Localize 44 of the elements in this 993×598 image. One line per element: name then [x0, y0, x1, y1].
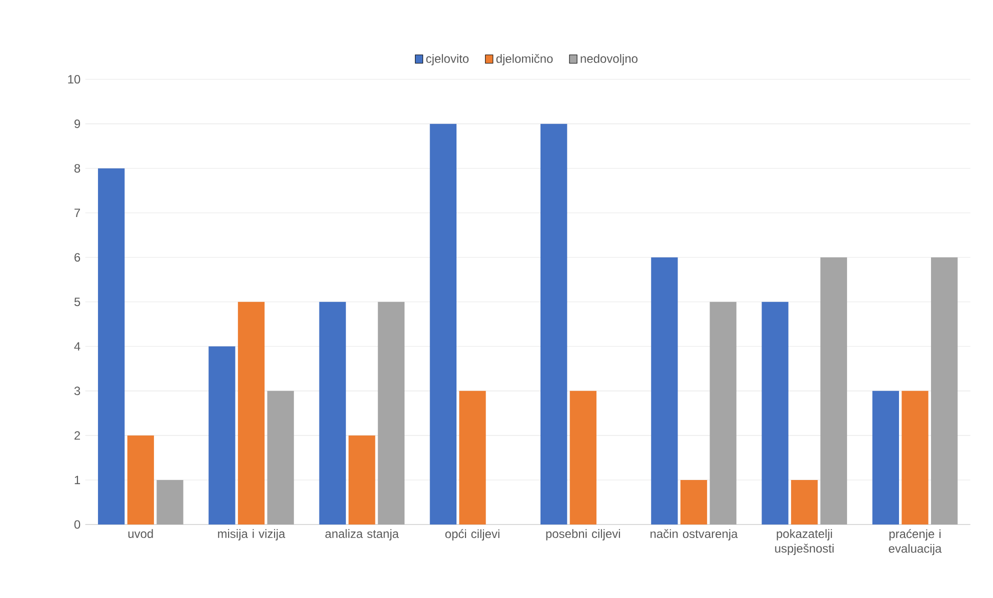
y-tick-label: 10: [68, 74, 80, 84]
y-tick-label: 1: [74, 476, 80, 484]
bar: [208, 346, 236, 524]
bar: [459, 390, 486, 524]
x-tick-label: analiza stanja: [325, 528, 399, 540]
bar: [156, 480, 184, 524]
bar: [540, 124, 568, 524]
x-tick-label: opći ciljevi: [445, 528, 500, 540]
y-tick-label: 8: [74, 164, 80, 172]
bar: [378, 302, 405, 524]
bar: [430, 124, 457, 524]
y-tick-label: 4: [74, 342, 80, 350]
x-tick-label: misija i vizija: [218, 528, 286, 540]
bar: [319, 302, 346, 524]
bar: [651, 257, 678, 524]
bar: [98, 168, 125, 524]
bar: [680, 480, 708, 524]
bar: [762, 302, 788, 524]
y-tick-label: 9: [74, 119, 80, 128]
bar: [348, 435, 376, 524]
y-tick-label: 7: [74, 208, 80, 217]
bar: [267, 390, 294, 524]
bar: [127, 435, 154, 524]
y-tick-label: 3: [74, 386, 80, 395]
y-tick-label: 0: [74, 520, 80, 529]
x-tick-label: pokazatelji uspješnosti: [775, 528, 834, 555]
bar: [931, 257, 958, 524]
bar: [902, 390, 928, 524]
bar: [710, 302, 736, 524]
y-tick-label: 5: [74, 297, 80, 306]
x-tick-label: uvod: [128, 528, 153, 538]
bar: [570, 390, 596, 524]
x-tick-label: način ostvarenja: [650, 528, 738, 540]
x-tick-label: posebni ciljevi: [546, 528, 620, 540]
bar: [238, 302, 265, 524]
legend-label: djelomično: [496, 54, 553, 66]
x-tick-label: praćenje i evaluacija: [888, 528, 942, 555]
y-tick-label: 2: [74, 431, 80, 440]
bar: [791, 480, 818, 524]
bar: [872, 390, 900, 524]
legend-label: cjelovito: [426, 54, 469, 66]
y-tick-label: 6: [74, 252, 80, 262]
legend-label: nedovoljno: [580, 54, 638, 66]
bar: [820, 257, 848, 524]
